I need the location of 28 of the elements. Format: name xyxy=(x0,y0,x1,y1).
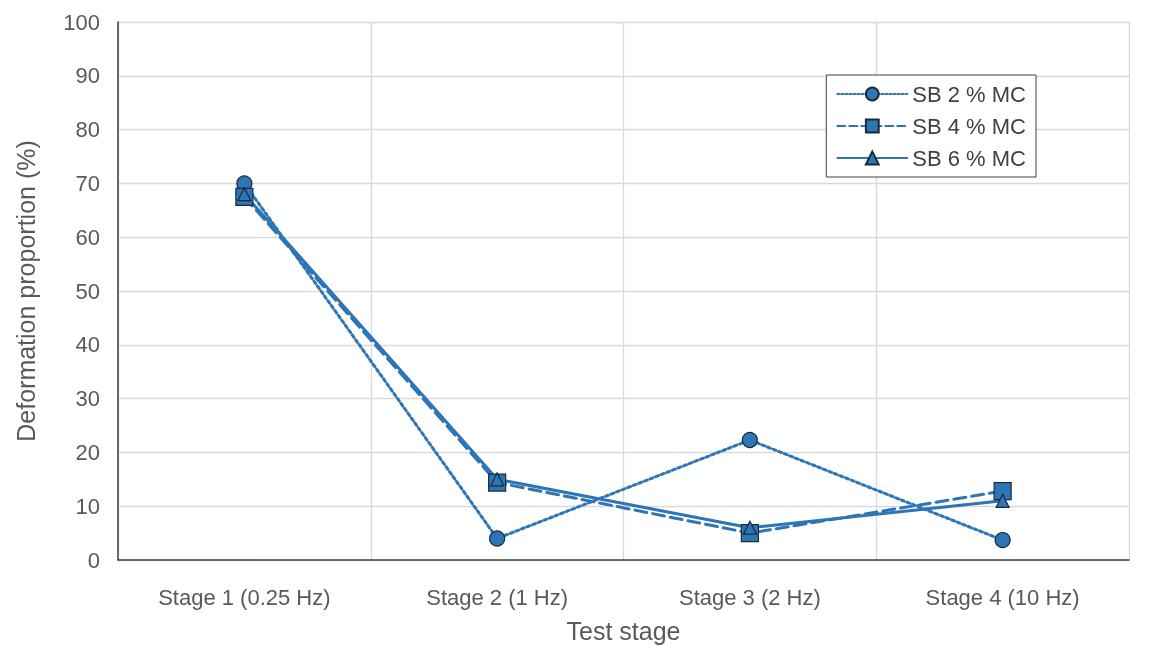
point xyxy=(490,472,505,487)
point xyxy=(237,187,252,202)
y-tick-label: 100 xyxy=(63,9,100,35)
x-tick-label: Stage 3 (2 Hz) xyxy=(678,584,821,610)
y-tick-label: 40 xyxy=(75,332,100,358)
x-tick-label: Stage 1 (0.25 Hz) xyxy=(158,584,331,610)
point xyxy=(995,493,1010,508)
point xyxy=(742,520,757,535)
legend-label: SB 4 % MC xyxy=(912,113,1027,139)
legend-label: SB 2 % MC xyxy=(912,81,1027,107)
y-tick-label: 30 xyxy=(75,386,100,412)
y-tick-label: 0 xyxy=(87,547,100,573)
y-tick-label: 20 xyxy=(75,439,100,465)
y-tick-label: 90 xyxy=(75,63,100,89)
x-tick-label: Stage 2 (1 Hz) xyxy=(426,584,569,610)
y-tick-label: 50 xyxy=(75,278,100,304)
point xyxy=(993,482,1012,501)
y-tick-label: 60 xyxy=(75,224,100,250)
point xyxy=(994,532,1011,549)
y-axis-title: Deformation proportion (%) xyxy=(11,140,40,442)
x-tick-label: Stage 4 (10 Hz) xyxy=(925,584,1080,610)
point xyxy=(489,530,506,547)
x-axis-title: Test stage xyxy=(566,616,681,645)
legend-label: SB 6 % MC xyxy=(912,145,1027,171)
y-tick-label: 80 xyxy=(75,117,100,143)
point xyxy=(741,431,758,449)
y-tick-label: 70 xyxy=(75,170,100,196)
y-tick-label: 10 xyxy=(75,493,100,519)
